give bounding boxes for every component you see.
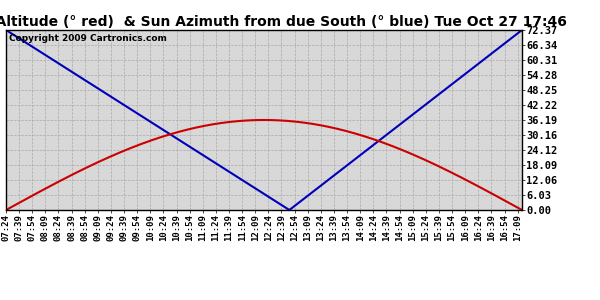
Text: Copyright 2009 Cartronics.com: Copyright 2009 Cartronics.com bbox=[8, 34, 166, 43]
Title: Sun Altitude (° red)  & Sun Azimuth from due South (° blue) Tue Oct 27 17:46: Sun Altitude (° red) & Sun Azimuth from … bbox=[0, 15, 567, 29]
